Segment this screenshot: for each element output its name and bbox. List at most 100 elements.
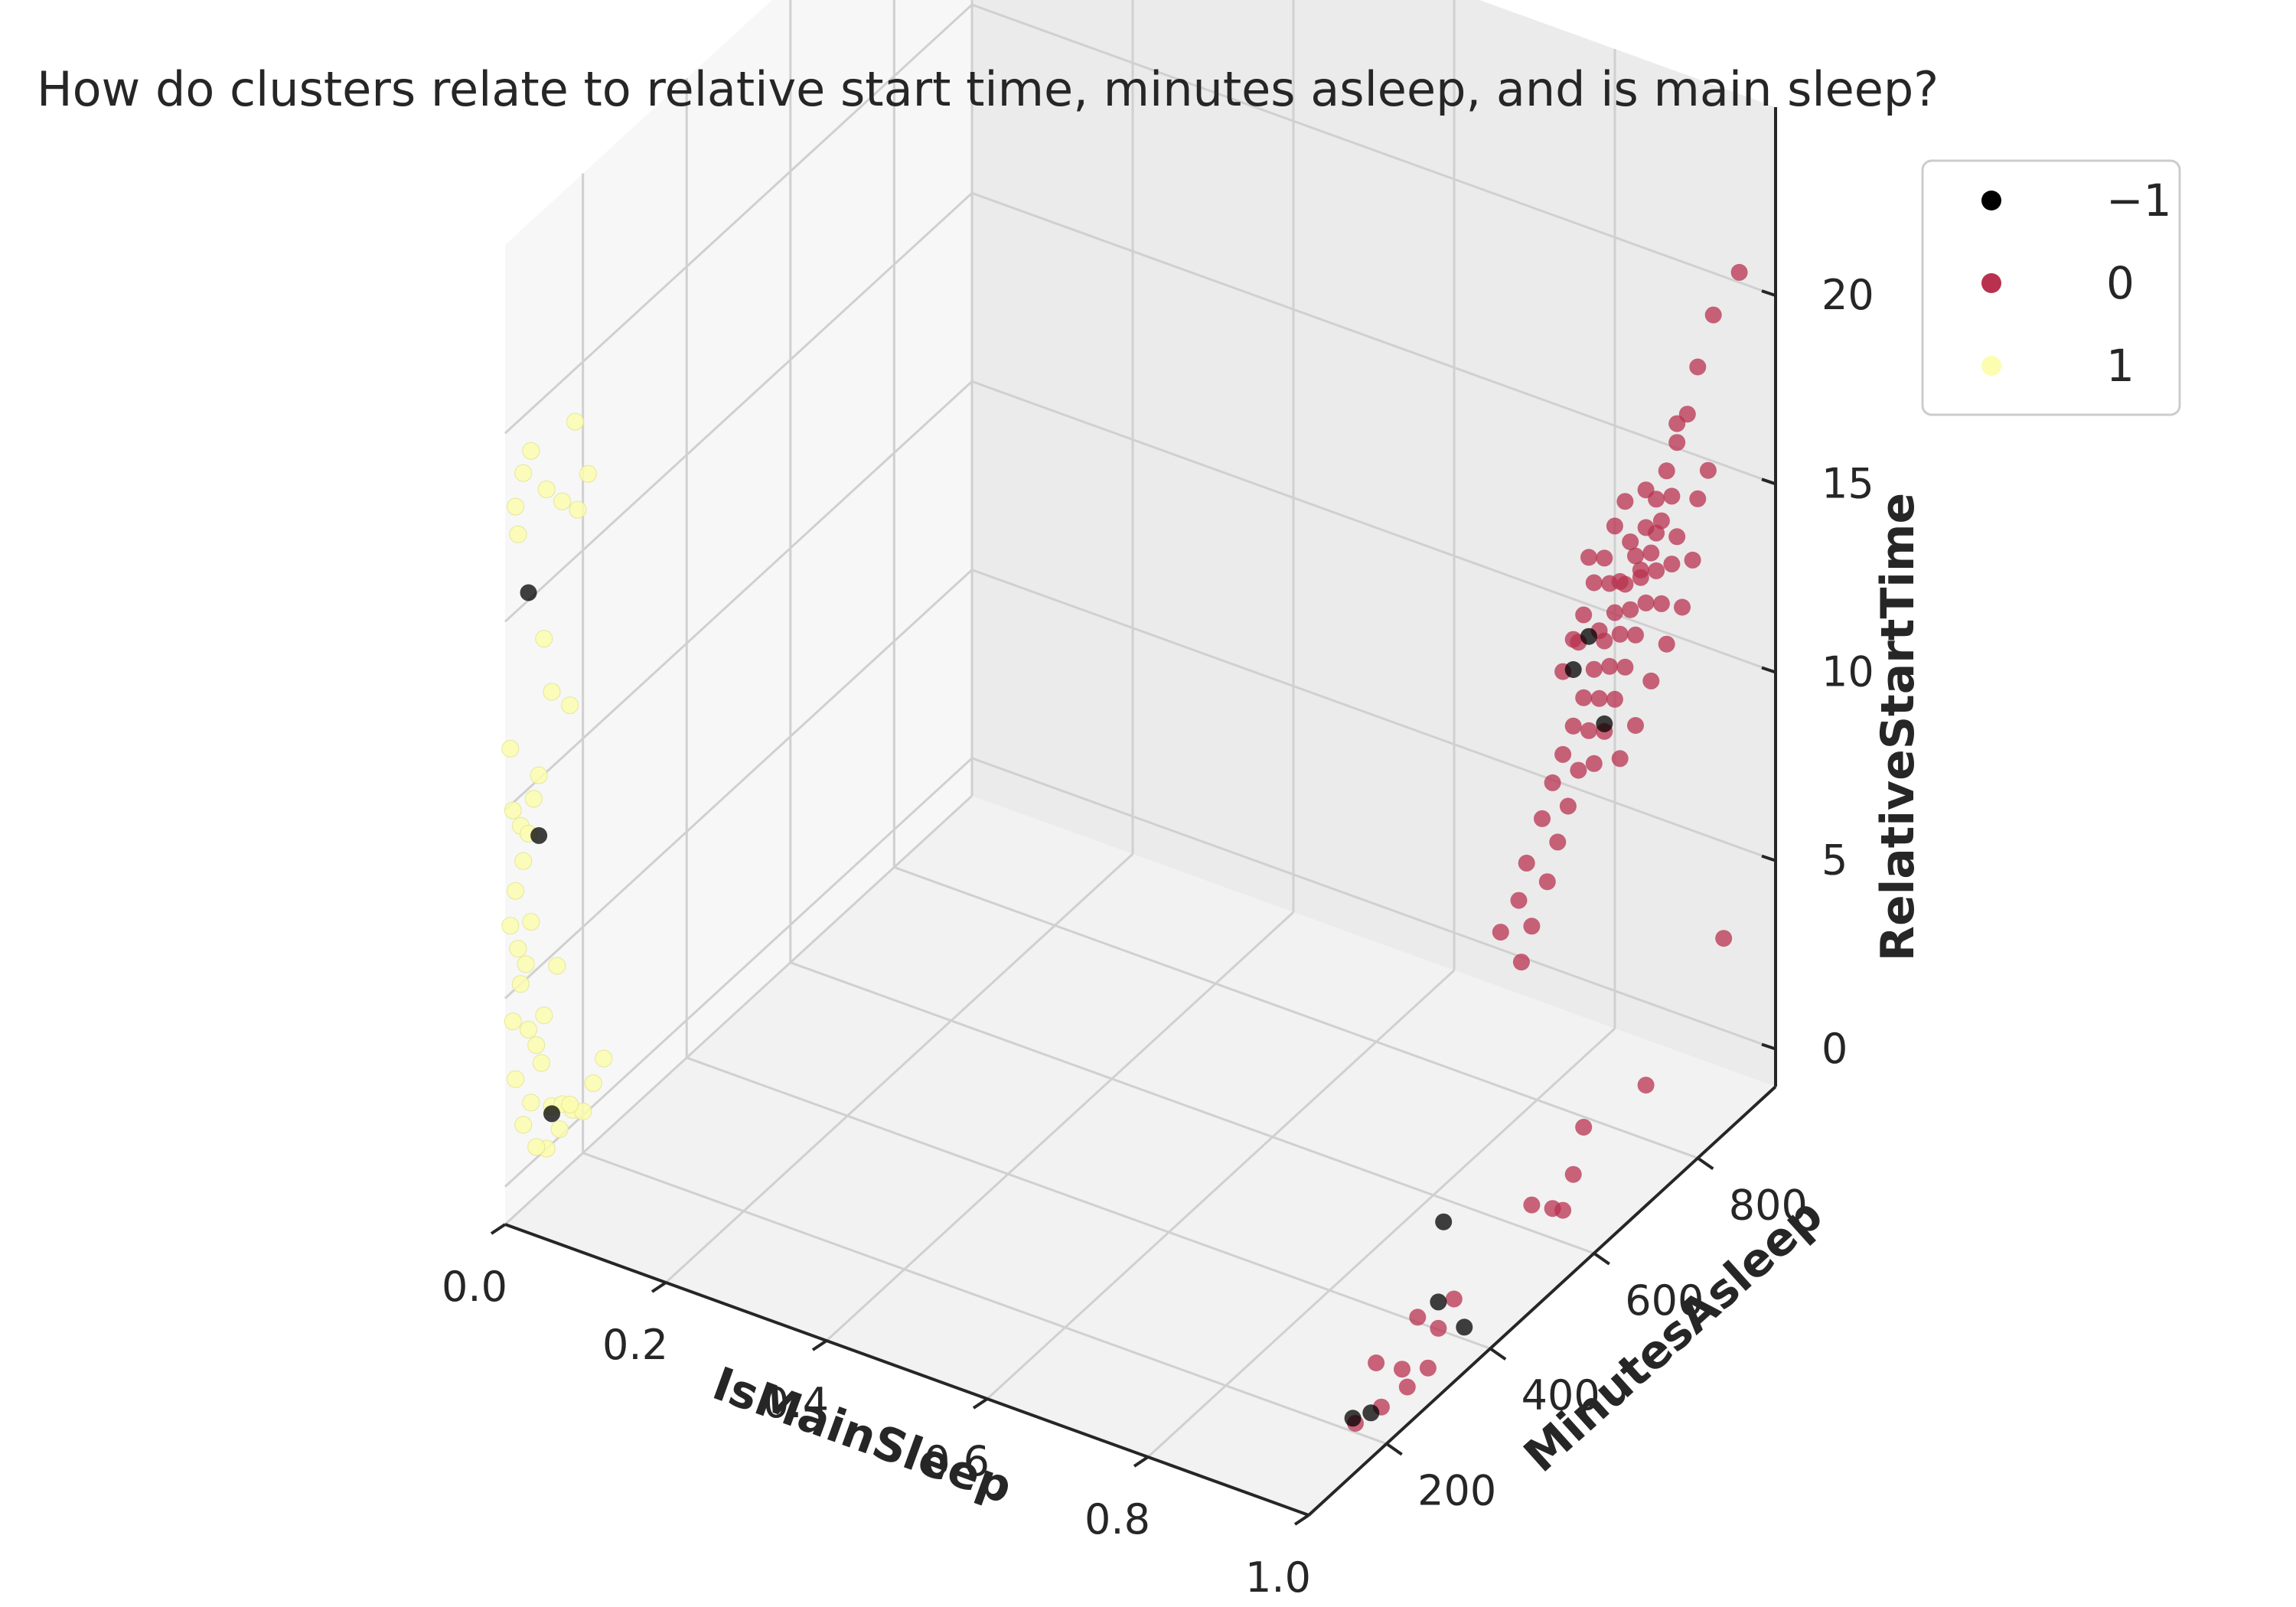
x-tick-mark [972, 1397, 989, 1410]
pane-back [972, 0, 1776, 1087]
data-point [1611, 750, 1629, 768]
legend-label: 0 [2106, 257, 2135, 309]
data-point [1398, 1378, 1416, 1396]
y-tick-label: 600 [1625, 1276, 1704, 1325]
data-point [1585, 755, 1603, 772]
data-point [1601, 657, 1619, 675]
data-point [543, 1105, 560, 1123]
grid-line-z [504, 4, 974, 435]
data-point [1627, 547, 1644, 565]
grid-line-z [971, 191, 1776, 485]
x-tick-label: 0.0 [442, 1263, 507, 1311]
data-point [1523, 1196, 1541, 1214]
data-point [1606, 604, 1623, 621]
grid-line-z [504, 192, 974, 623]
legend-marker [1981, 356, 2001, 376]
grid-line-y [686, 1056, 1491, 1350]
y-tick-mark [1697, 1156, 1714, 1170]
x-tick-mark [1293, 1514, 1310, 1526]
data-point [1689, 490, 1707, 507]
data-point [1616, 658, 1634, 676]
data-point [530, 766, 548, 784]
data-point [1538, 873, 1556, 891]
data-point [1445, 1290, 1463, 1308]
data-point [1534, 810, 1551, 827]
data-point [569, 500, 587, 519]
data-point [1704, 306, 1722, 324]
data-point [548, 957, 566, 975]
y-tick-mark [1593, 1252, 1610, 1266]
data-point [1523, 918, 1541, 935]
data-point [535, 1006, 553, 1025]
z-tick-mark [1761, 854, 1776, 862]
z-tick-mark [1761, 289, 1776, 298]
z-tick-label: 10 [1821, 647, 1874, 696]
data-point [517, 955, 535, 973]
data-point [1430, 1319, 1447, 1337]
z-tick-label: 15 [1821, 459, 1874, 507]
data-point [1689, 358, 1707, 376]
legend-label: −1 [2106, 174, 2172, 227]
x-tick-mark [651, 1281, 667, 1293]
y-tick-label: 200 [1417, 1467, 1496, 1515]
data-point [1616, 493, 1634, 510]
data-point [1419, 1359, 1437, 1377]
data-point [524, 790, 543, 808]
y-tick-label: 800 [1729, 1181, 1808, 1229]
data-point [1435, 1213, 1453, 1231]
tick-labels: 0.0 0.2 0.4 0.6 0.8 1.0 200 400 600 800 0 5 10 15 20 [442, 271, 1874, 1602]
data-point [1596, 549, 1613, 567]
data-point [1606, 690, 1623, 708]
data-point [1611, 572, 1629, 590]
data-point [1570, 761, 1587, 779]
data-point [1648, 524, 1665, 542]
data-point [1715, 930, 1733, 947]
data-point [527, 1036, 546, 1054]
data-point [1518, 854, 1535, 872]
data-point [1668, 415, 1686, 432]
grid-line-y [893, 865, 1698, 1159]
x-tick-mark [811, 1339, 828, 1351]
data-point [1606, 517, 1623, 535]
data-point [561, 1096, 579, 1113]
grid-line-y [582, 1152, 1388, 1446]
data-point [1554, 745, 1572, 763]
data-point [1684, 551, 1701, 569]
data-point [522, 913, 540, 931]
grid-lines [504, 0, 1777, 1517]
pane-left [505, 0, 972, 1224]
data-point [530, 826, 548, 844]
x-tick-label: 0.4 [763, 1379, 829, 1427]
data-point [1564, 661, 1582, 678]
data-point [1627, 626, 1644, 644]
data-point [532, 1054, 550, 1072]
data-point [1580, 549, 1597, 566]
grid-line-y [790, 961, 1595, 1255]
data-point [1637, 1077, 1655, 1094]
data-points [501, 263, 1748, 1432]
z-tick-label: 5 [1821, 836, 1848, 885]
data-point [507, 497, 525, 516]
data-point [509, 525, 527, 543]
legend-frame [1921, 159, 2181, 416]
pane-floor [505, 796, 1776, 1515]
data-point [1648, 562, 1665, 579]
data-point [1730, 263, 1748, 281]
legend-marker [1981, 191, 2001, 210]
data-point [1492, 924, 1509, 941]
data-point [509, 940, 527, 958]
axis-lines [490, 107, 1777, 1526]
x-tick-mark [490, 1223, 507, 1235]
grid-line-z [971, 3, 1776, 297]
data-point [1344, 1410, 1362, 1427]
data-point [579, 464, 597, 483]
data-point [1596, 715, 1613, 732]
data-point [1663, 487, 1681, 505]
data-point [522, 442, 540, 460]
data-point [1575, 1119, 1593, 1136]
grid-line-z [971, 757, 1776, 1051]
data-point [1622, 533, 1639, 551]
data-point [566, 412, 584, 431]
data-point [501, 917, 520, 935]
